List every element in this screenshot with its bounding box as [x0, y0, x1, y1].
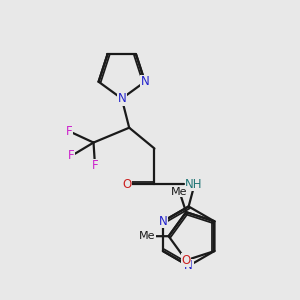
- Text: F: F: [68, 149, 74, 162]
- Text: F: F: [66, 125, 73, 138]
- Text: N: N: [141, 75, 149, 88]
- Text: Me: Me: [171, 187, 188, 197]
- Text: NH: NH: [185, 178, 203, 191]
- Text: O: O: [122, 178, 132, 191]
- Text: N: N: [117, 92, 126, 105]
- Text: N: N: [184, 260, 193, 272]
- Text: F: F: [92, 159, 98, 172]
- Text: O: O: [182, 254, 191, 267]
- Text: Me: Me: [139, 231, 155, 241]
- Text: N: N: [158, 215, 167, 228]
